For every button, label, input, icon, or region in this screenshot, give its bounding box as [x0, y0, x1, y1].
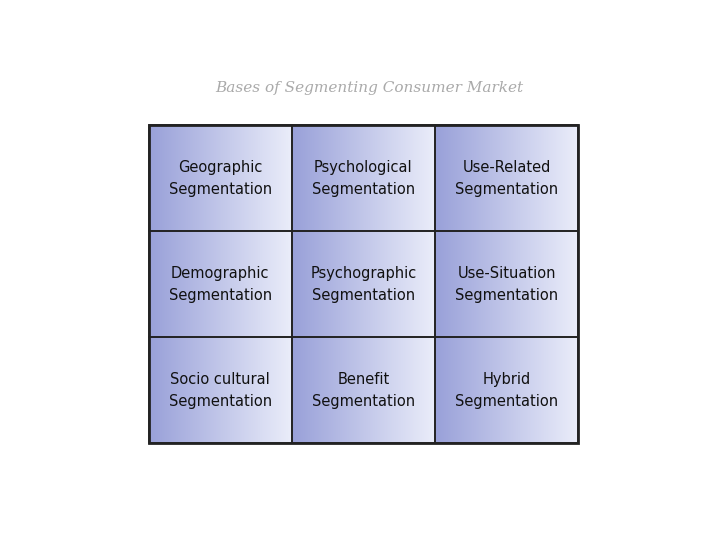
Bar: [148, 337, 292, 443]
Bar: [435, 231, 578, 337]
Bar: [292, 231, 435, 337]
Text: Geographic
Segmentation: Geographic Segmentation: [168, 159, 271, 197]
Bar: [435, 125, 578, 231]
Text: Use-Situation
Segmentation: Use-Situation Segmentation: [455, 266, 558, 303]
Text: Demographic
Segmentation: Demographic Segmentation: [168, 266, 271, 303]
Text: Socio cultural
Segmentation: Socio cultural Segmentation: [168, 372, 271, 409]
Bar: [292, 337, 435, 443]
Bar: [148, 231, 292, 337]
Text: Bases of Segmenting Consumer Market: Bases of Segmenting Consumer Market: [215, 80, 523, 94]
Text: Psychological
Segmentation: Psychological Segmentation: [312, 159, 415, 197]
Bar: [435, 337, 578, 443]
Text: Hybrid
Segmentation: Hybrid Segmentation: [455, 372, 558, 409]
Bar: [148, 125, 292, 231]
Text: Use-Related
Segmentation: Use-Related Segmentation: [455, 159, 558, 197]
Bar: [148, 125, 578, 443]
Text: Psychographic
Segmentation: Psychographic Segmentation: [310, 266, 417, 303]
Bar: [292, 125, 435, 231]
Text: Benefit
Segmentation: Benefit Segmentation: [312, 372, 415, 409]
